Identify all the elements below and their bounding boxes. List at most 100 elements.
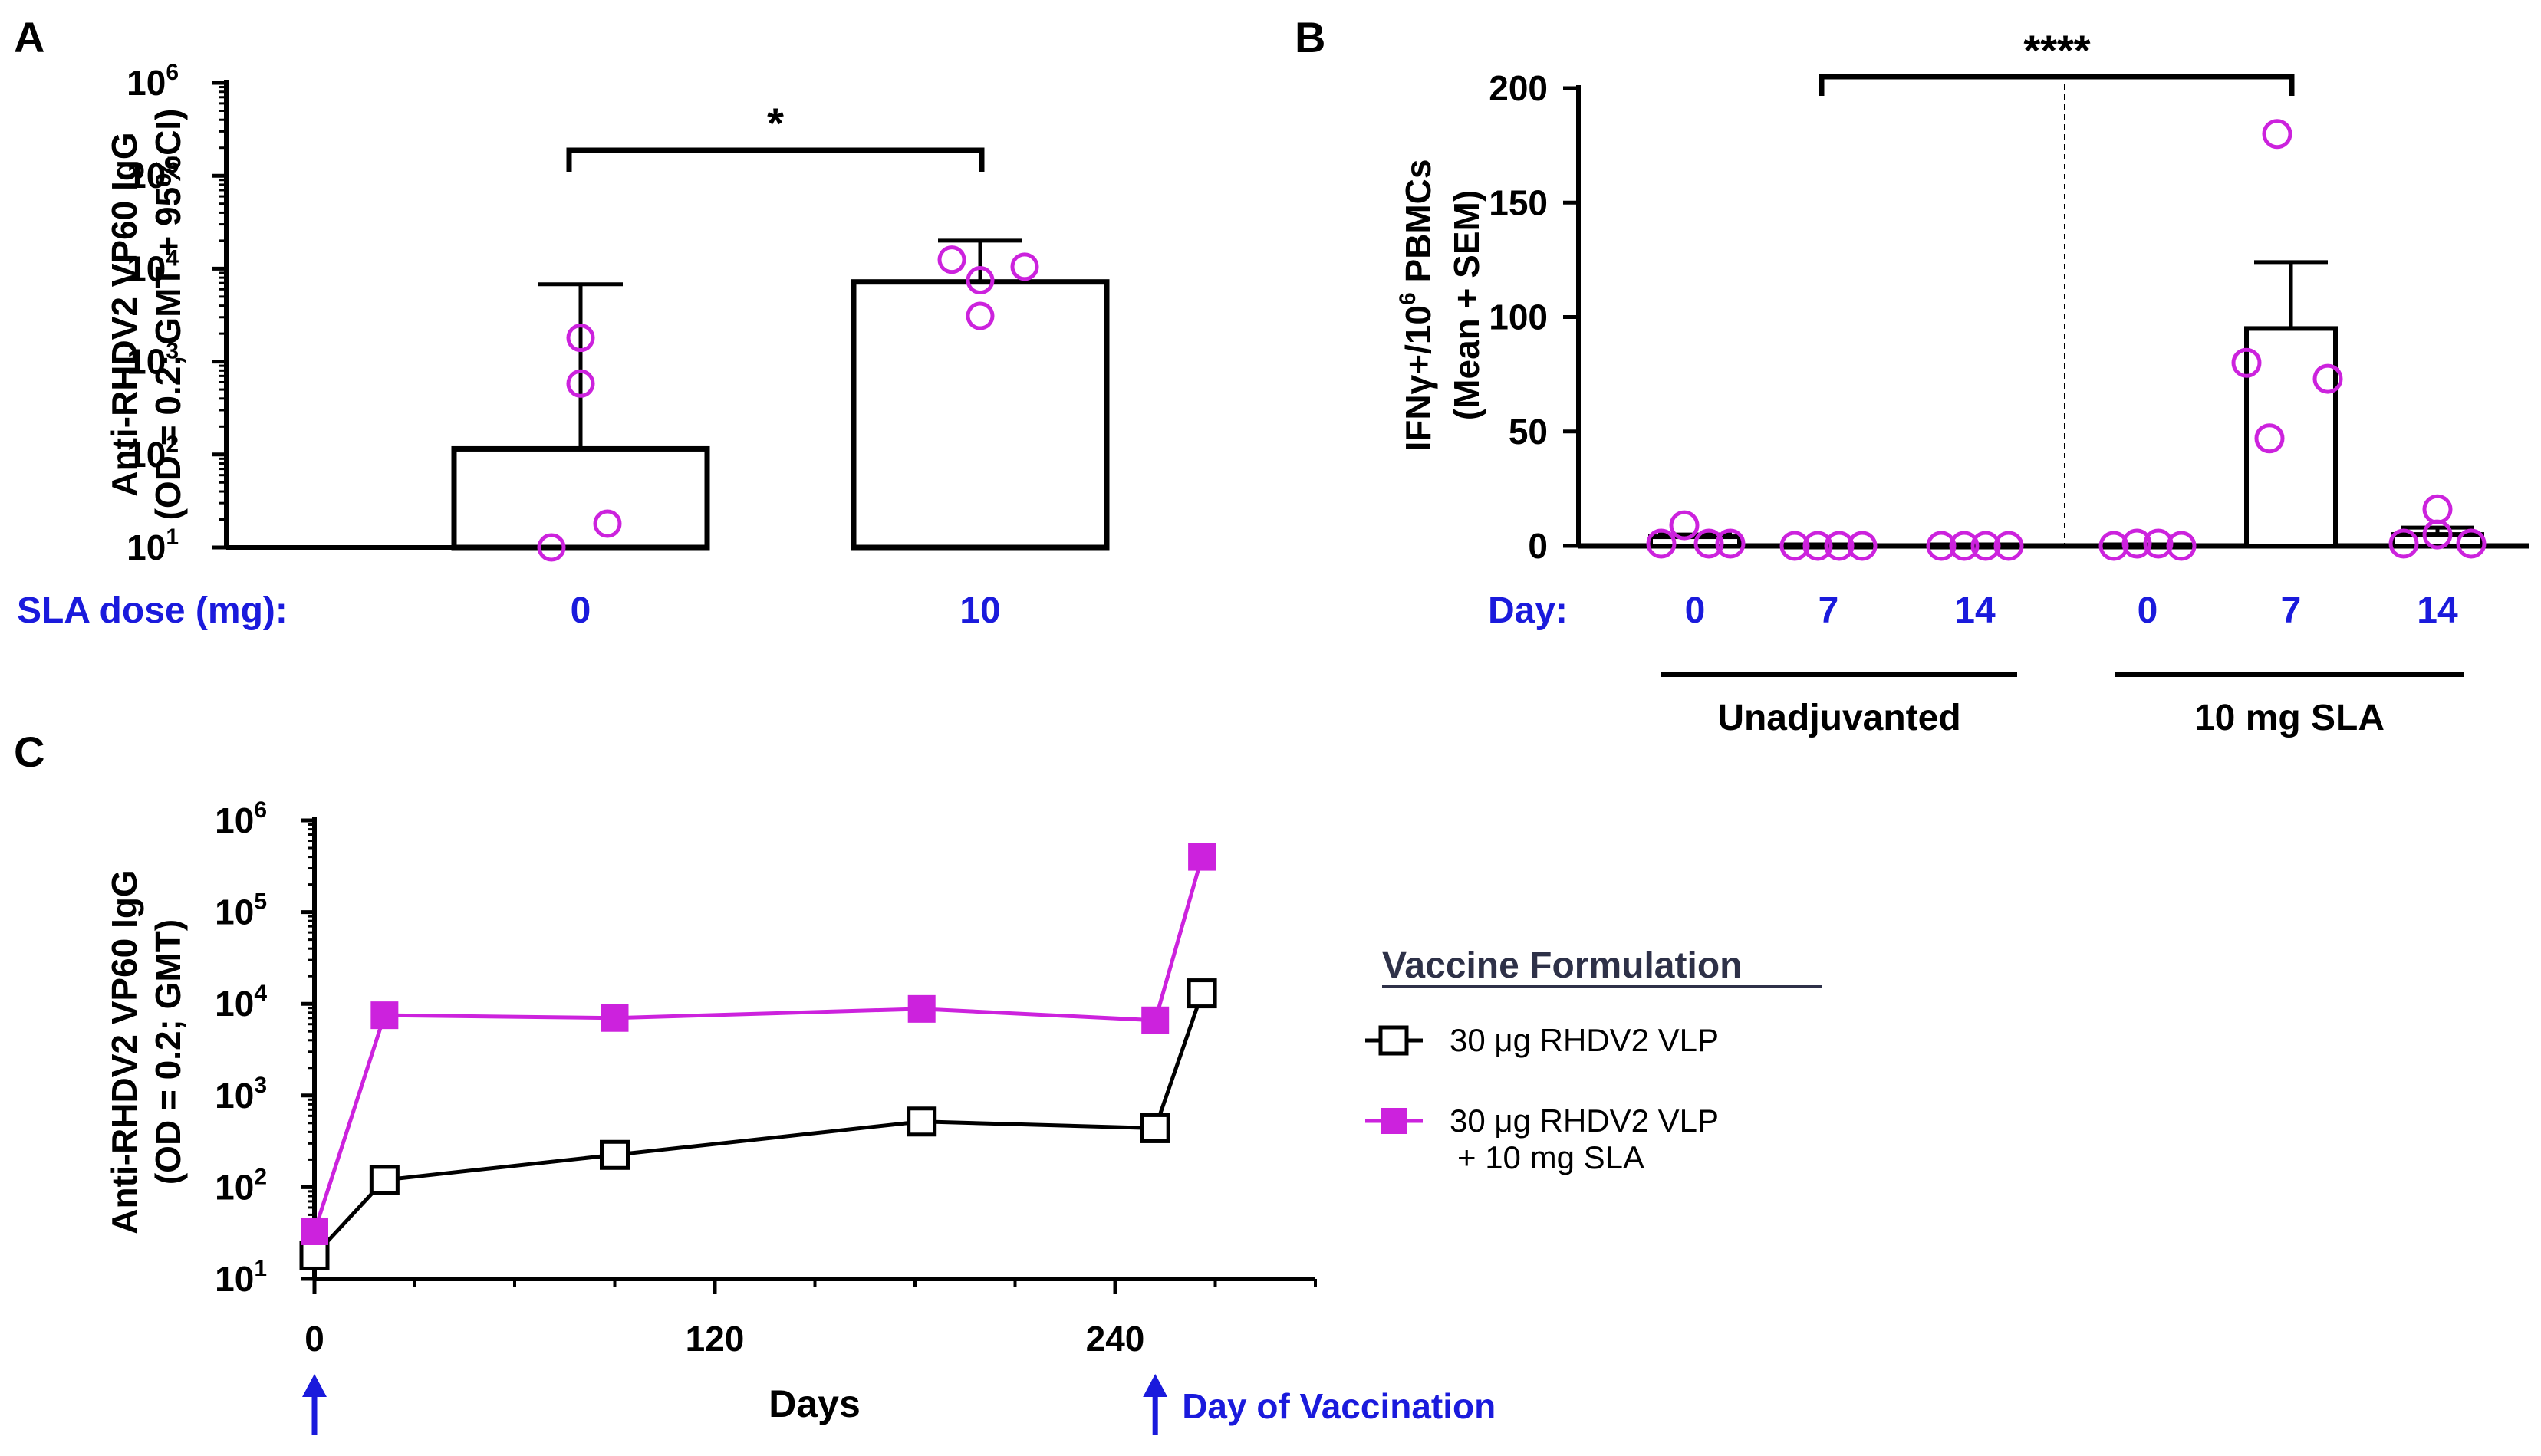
legend-label-c-2: 30 μg RHDV2 VLP (1450, 1103, 1719, 1139)
y-axis-title-b-1-line1: IFNγ+/106 PBMCs (1395, 159, 1438, 452)
data-point-b (2422, 519, 2453, 550)
data-point-b (1949, 531, 1980, 561)
y-axis-title-c-1-line1: Anti-RHDV2 VP60 IgG (104, 869, 144, 1234)
legend-marker-c-2 (1381, 1108, 1407, 1134)
x-tick-label-b: 7 (2281, 590, 2302, 631)
data-point-a (593, 509, 622, 538)
chart-panel-b: 0 50 100 150 200 IFNγ+/106 PBMCs (Mean + SEM) 0… (1395, 26, 2529, 738)
y-axis-title-c-1: Anti-RHDV2 VP60 IgG (104, 869, 144, 1234)
panel-letter-c: C (14, 728, 44, 776)
legend-marker-c-1 (1378, 1025, 1409, 1056)
y-axis-title-c-2: (OD = 0.2; GMT) (148, 919, 188, 1185)
y-tick-label-a-exp: 4 (166, 245, 179, 271)
data-point-a (937, 245, 966, 274)
data-point-b (1646, 528, 1677, 559)
data-point-a (1010, 252, 1039, 281)
y-tick-label-a-base: 10 (127, 528, 166, 567)
x-tick-label-b: 0 (2138, 590, 2158, 631)
data-point-b (2422, 494, 2453, 524)
significance-bracket-a (566, 147, 985, 172)
vaccination-arrow-head-c (1143, 1374, 1168, 1397)
legend-title-c: Vaccine Formulation (1382, 945, 1742, 986)
y-tick-label-c-exp: 4 (254, 981, 267, 1006)
y-tick-label-a-base: 10 (127, 156, 166, 196)
y-tick-label-c: 103 (215, 1073, 267, 1116)
data-point-b (2312, 363, 2343, 394)
data-point-b (1715, 528, 1746, 559)
y-tick-label-c-exp: 6 (254, 797, 267, 823)
data-point-b (1779, 531, 1810, 561)
y-tick-label-b: 50 (1509, 412, 1548, 452)
x-tick-label-b: 0 (1685, 590, 1706, 631)
x-axis-title-c: Days (769, 1382, 861, 1425)
y-tick-label-a-exp: 6 (166, 60, 179, 85)
data-marker-c-1 (1187, 978, 1217, 1009)
y-tick-label-b: 0 (1528, 526, 1548, 566)
y-tick-label-c-exp: 1 (254, 1256, 267, 1281)
bar-a (851, 279, 1110, 551)
y-tick-label-c-base: 10 (215, 800, 254, 840)
data-point-a (966, 266, 995, 295)
y-axis-title-a-2-line1: (OD = 0.2; GMT + 95%CI) (148, 109, 188, 521)
y-axis-title-a-1: Anti-RHDV2 VP60 IgG (104, 132, 144, 496)
y-tick-label-a-base: 10 (127, 435, 166, 475)
legend-label-c-2-line2: + 10 mg SLA (1457, 1139, 1644, 1175)
y-tick-label-c: 106 (215, 797, 267, 840)
bar-b (2391, 532, 2484, 549)
data-point-b (2121, 528, 2152, 559)
bar-a (451, 445, 710, 551)
data-point-b (2456, 528, 2487, 559)
y-tick-label-a-exp: 3 (166, 339, 179, 364)
data-point-b (2262, 119, 2292, 150)
vaccination-arrow-head-c (302, 1374, 327, 1397)
panel-letter-b: B (1295, 13, 1325, 61)
y-tick-label-a: 106 (127, 60, 179, 103)
data-point-b (1993, 531, 2024, 561)
significance-bracket-b (1819, 74, 2295, 96)
data-point-b (2254, 423, 2285, 454)
x-tick-label-b: 14 (1954, 590, 1996, 631)
y-tick-label-c: 104 (215, 981, 267, 1024)
y-tick-label-c-base: 10 (215, 1076, 254, 1116)
series-line-c-1 (313, 992, 1204, 1257)
x-tick-label-c: 0 (304, 1319, 324, 1359)
y-tick-label-c-base: 10 (215, 1259, 254, 1299)
y-axis-title-c-2-line1: (OD = 0.2; GMT) (148, 919, 188, 1185)
y-tick-label-a-exp: 1 (166, 524, 179, 550)
panel-letter-a: A (14, 13, 44, 61)
data-marker-c-2 (601, 1004, 629, 1032)
y-axis-title-b-1-part: IFNγ+/10 (1398, 305, 1438, 452)
data-point-b (1847, 531, 1878, 561)
y-tick-label-a: 101 (127, 524, 179, 567)
data-marker-c-2 (301, 1217, 328, 1245)
data-point-b (2143, 528, 2174, 559)
data-point-b (1824, 531, 1855, 561)
data-marker-c-1 (299, 1240, 330, 1270)
y-tick-label-a: 104 (127, 245, 179, 288)
group-label-b-2: 10 mg SLA (2194, 698, 2385, 738)
group-label-b-1: Unadjuvanted (1717, 698, 1960, 738)
data-point-b (1693, 528, 1724, 559)
y-tick-label-c-base: 10 (215, 984, 254, 1024)
data-point-b (1970, 531, 2001, 561)
significance-label-b: **** (2023, 26, 2090, 74)
data-point-b (2231, 347, 2262, 378)
y-axis-title-b-2: (Mean + SEM) (1447, 190, 1486, 420)
legend-label-c-1: 30 μg RHDV2 VLP (1450, 1022, 1719, 1058)
data-marker-c-1 (369, 1165, 400, 1195)
data-point-b (2166, 531, 2197, 561)
y-axis-title-a-2: (OD = 0.2; GMT + 95%CI) (148, 109, 188, 521)
y-tick-label-a-base: 10 (127, 342, 166, 382)
y-tick-label-a: 105 (127, 153, 179, 196)
data-marker-c-2 (1141, 1006, 1170, 1034)
y-axis-title-b-1-part: PBMCs (1398, 159, 1438, 293)
y-tick-label-a-base: 10 (127, 63, 166, 103)
y-tick-label-c-exp: 2 (254, 1164, 267, 1189)
data-point-a (537, 533, 566, 562)
data-point-b (1669, 510, 1700, 541)
y-axis-title-b-1: IFNγ+/106 PBMCs (1395, 159, 1438, 452)
x-tick-label-b: 7 (1819, 590, 1839, 631)
y-tick-label-c-base: 10 (215, 1167, 254, 1207)
